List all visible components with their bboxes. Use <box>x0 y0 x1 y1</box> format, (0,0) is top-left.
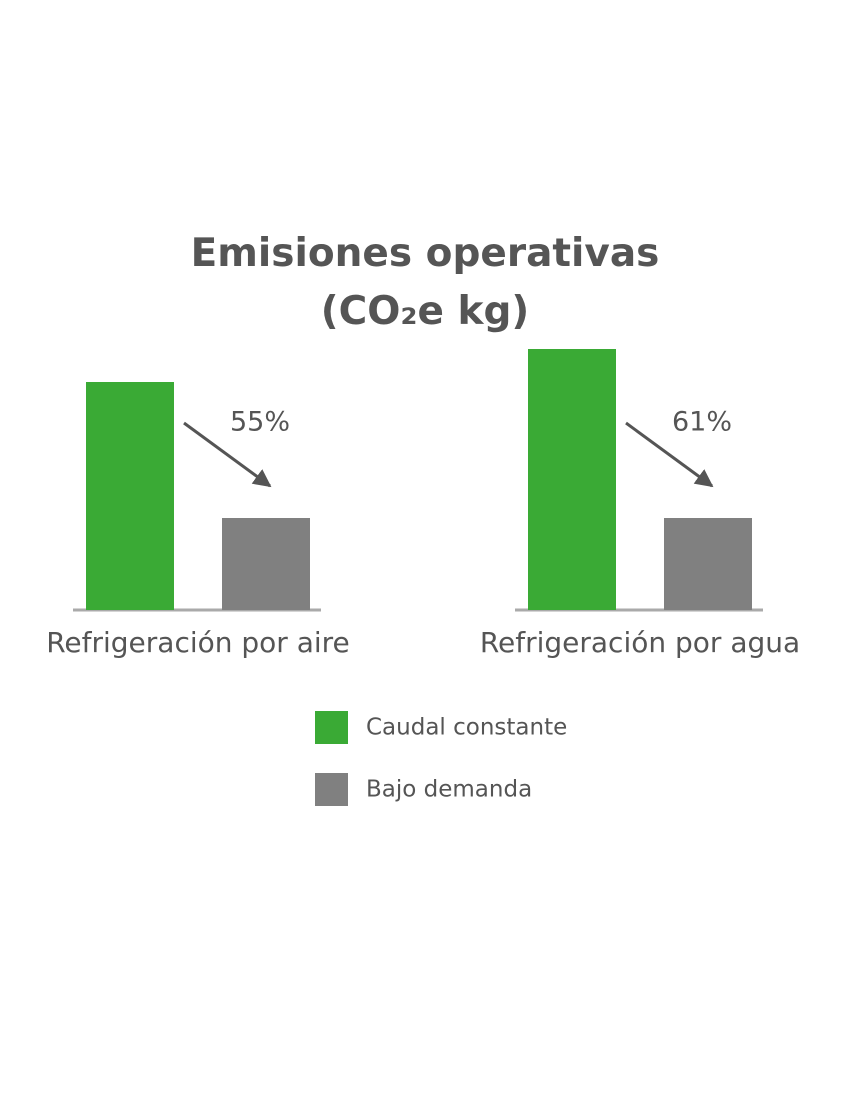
bar <box>528 349 616 610</box>
bar <box>222 518 310 610</box>
bar <box>664 518 752 610</box>
legend-label: Caudal constante <box>366 715 567 741</box>
chart-title: Emisiones operativas (CO₂e kg) <box>190 231 660 334</box>
x-tick-label: Refrigeración por aire <box>46 626 350 659</box>
arrow <box>183 421 272 488</box>
x-tick-label: Refrigeración por agua <box>480 626 800 659</box>
annotation: 55% <box>230 407 290 438</box>
legend-swatch <box>315 711 348 744</box>
bar <box>86 382 174 610</box>
legend-label: Bajo demanda <box>366 777 532 803</box>
arrow <box>625 421 714 488</box>
annotation: 61% <box>672 407 732 438</box>
legend-swatch <box>315 773 348 806</box>
